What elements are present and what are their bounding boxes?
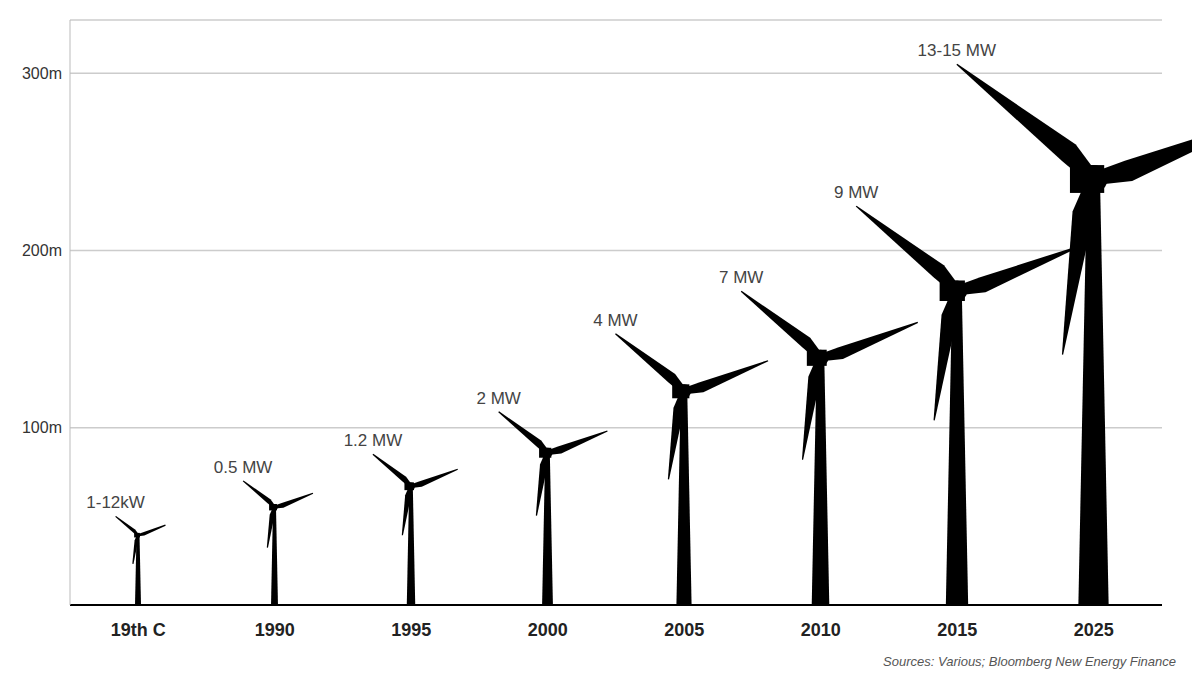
svg-text:200m: 200m <box>22 242 62 259</box>
svg-text:300m: 300m <box>22 65 62 82</box>
svg-text:1995: 1995 <box>391 620 431 640</box>
svg-text:0.5 MW: 0.5 MW <box>214 458 273 477</box>
svg-text:2000: 2000 <box>528 620 568 640</box>
svg-text:100m: 100m <box>22 419 62 436</box>
svg-text:7 MW: 7 MW <box>719 268 763 287</box>
svg-text:1-12kW: 1-12kW <box>86 493 145 512</box>
svg-text:4 MW: 4 MW <box>593 311 637 330</box>
svg-text:19th C: 19th C <box>111 620 166 640</box>
svg-text:2 MW: 2 MW <box>476 389 520 408</box>
svg-text:9 MW: 9 MW <box>834 183 878 202</box>
svg-text:2010: 2010 <box>801 620 841 640</box>
svg-text:2015: 2015 <box>937 620 977 640</box>
svg-text:2025: 2025 <box>1074 620 1114 640</box>
html-text:Sources: Various; Bloomberg Ne: Sources: Various; Bloomberg New Energy F… <box>883 654 1176 669</box>
svg-text:1.2 MW: 1.2 MW <box>344 431 403 450</box>
svg-text:13-15 MW: 13-15 MW <box>918 41 996 60</box>
svg-text:1990: 1990 <box>255 620 295 640</box>
svg-text:2005: 2005 <box>664 620 704 640</box>
